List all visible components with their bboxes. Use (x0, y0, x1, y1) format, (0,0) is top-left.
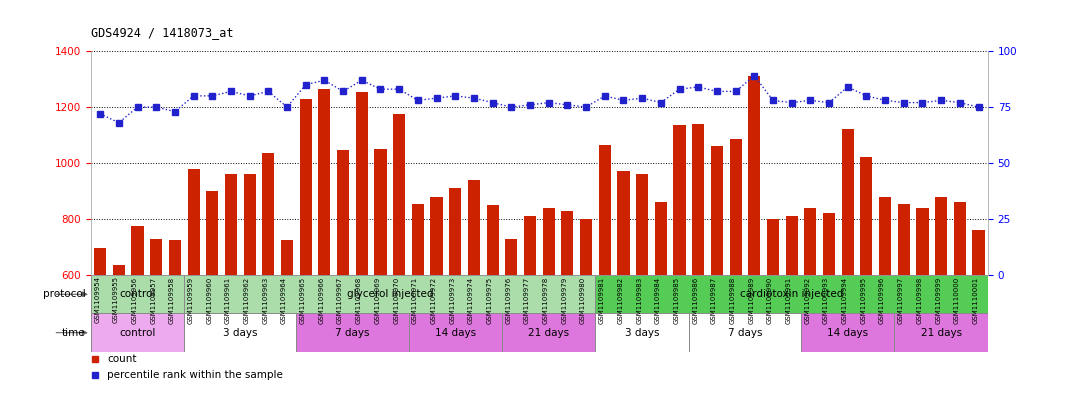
Bar (596, 314, 689, 352)
Bar (801, 314, 895, 352)
Bar (692, 124, 704, 275)
Bar (861, 158, 873, 275)
Bar (131, 226, 143, 275)
Bar (637, 174, 648, 275)
Text: count: count (107, 354, 137, 364)
Bar (895, 314, 988, 352)
Bar (898, 204, 910, 275)
Bar (337, 151, 349, 275)
Bar (916, 208, 928, 275)
Bar (505, 239, 517, 275)
Text: 14 days: 14 days (435, 328, 476, 338)
Bar (468, 180, 480, 275)
Bar (91, 314, 185, 352)
Bar (185, 314, 297, 352)
Bar (749, 76, 760, 275)
Bar (393, 114, 405, 275)
Bar (297, 314, 408, 352)
Bar (842, 129, 853, 275)
Text: 3 days: 3 days (223, 328, 257, 338)
Bar (409, 314, 502, 352)
Bar (596, 275, 988, 314)
Text: glycerol injected: glycerol injected (347, 289, 433, 299)
Bar (674, 125, 686, 275)
Bar (655, 202, 666, 275)
Bar (244, 174, 255, 275)
Bar (263, 153, 274, 275)
Bar (94, 248, 106, 275)
Bar (543, 208, 554, 275)
Bar (786, 216, 798, 275)
Bar (412, 204, 424, 275)
Bar (580, 219, 592, 275)
Bar (804, 208, 816, 275)
Text: 21 days: 21 days (528, 328, 569, 338)
Text: 3 days: 3 days (625, 328, 659, 338)
Text: time: time (62, 328, 85, 338)
Bar (206, 191, 218, 275)
Bar (450, 188, 461, 275)
Text: protocol: protocol (43, 289, 85, 299)
Bar (188, 169, 200, 275)
Bar (711, 146, 723, 275)
Text: 21 days: 21 days (921, 328, 962, 338)
Text: 7 days: 7 days (335, 328, 370, 338)
Text: percentile rank within the sample: percentile rank within the sample (107, 370, 283, 380)
Bar (524, 216, 536, 275)
Bar (936, 196, 947, 275)
Bar (729, 139, 741, 275)
Bar (487, 205, 499, 275)
Bar (562, 211, 574, 275)
Bar (113, 265, 125, 275)
Bar (91, 275, 185, 314)
Bar (973, 230, 985, 275)
Bar (879, 196, 891, 275)
Bar (356, 92, 367, 275)
Text: control: control (120, 328, 156, 338)
Bar (169, 240, 180, 275)
Text: 7 days: 7 days (727, 328, 763, 338)
Bar (185, 275, 596, 314)
Bar (430, 196, 442, 275)
Bar (225, 174, 237, 275)
Bar (599, 145, 611, 275)
Text: cardiotoxin injected: cardiotoxin injected (740, 289, 844, 299)
Bar (823, 213, 835, 275)
Text: control: control (120, 289, 156, 299)
Text: 14 days: 14 days (827, 328, 868, 338)
Bar (281, 240, 293, 275)
Bar (689, 314, 801, 352)
Bar (954, 202, 965, 275)
Bar (502, 314, 596, 352)
Bar (300, 99, 312, 275)
Bar (151, 239, 162, 275)
Bar (318, 89, 330, 275)
Text: GDS4924 / 1418073_at: GDS4924 / 1418073_at (91, 26, 233, 39)
Bar (375, 149, 387, 275)
Bar (767, 219, 779, 275)
Bar (617, 171, 629, 275)
